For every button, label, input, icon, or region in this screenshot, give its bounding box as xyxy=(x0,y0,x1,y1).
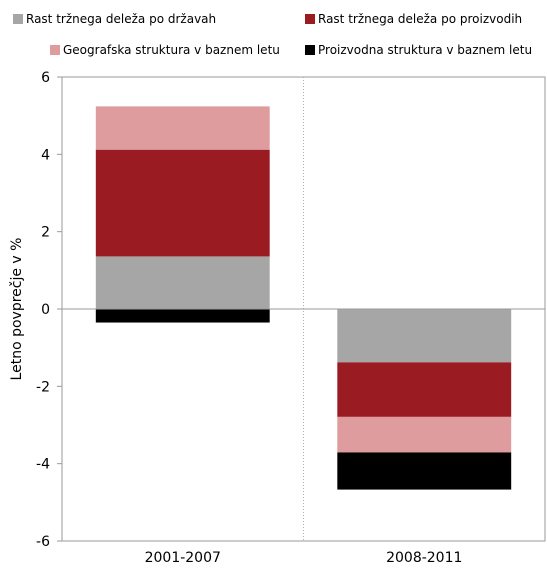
bar-segment-3-2001-2007 xyxy=(95,106,270,150)
bar-segment-4-2001-2007 xyxy=(95,309,270,323)
legend-label-countries: Rast tržnega deleža po državah xyxy=(26,12,217,26)
y-tick-label: 4 xyxy=(41,147,50,163)
bar-segment-1-2008-2011 xyxy=(337,309,512,363)
y-axis-label: Letno povprečje v % xyxy=(9,238,25,381)
legend-item-product-structure: Proizvodna struktura v baznem letu xyxy=(305,43,532,57)
y-tick-label: 0 xyxy=(41,302,50,318)
y-tick-label: 6 xyxy=(41,70,50,86)
legend-swatch-countries xyxy=(13,14,23,24)
y-tick-label: 2 xyxy=(41,225,50,241)
legend-swatch-geographic xyxy=(50,45,60,55)
legend-item-products: Rast tržnega deleža po proizvodih xyxy=(305,12,522,26)
legend-swatch-products xyxy=(305,14,315,24)
legend-label-geographic: Geografska struktura v baznem letu xyxy=(63,43,280,57)
bar-segment-1-2001-2007 xyxy=(95,256,270,309)
legend-label-products: Rast tržnega deleža po proizvodih xyxy=(318,12,523,26)
x-tick-label: 2001-2007 xyxy=(145,550,221,566)
legend-label-product-structure: Proizvodna struktura v baznem letu xyxy=(318,43,533,57)
bar-segment-2-2008-2011 xyxy=(337,362,512,417)
x-tick-label: 2008-2011 xyxy=(386,550,462,566)
bar-segment-3-2008-2011 xyxy=(337,416,512,453)
bar-segment-2-2001-2007 xyxy=(95,149,270,257)
bar-segment-4-2008-2011 xyxy=(337,452,512,490)
chart-legend: Rast tržnega deleža po državah Rast tržn… xyxy=(0,0,547,70)
y-tick-label: -6 xyxy=(36,534,50,550)
legend-item-geographic: Geografska struktura v baznem letu xyxy=(50,43,280,57)
legend-swatch-product-structure xyxy=(305,45,315,55)
y-tick-label: -4 xyxy=(36,457,50,473)
y-tick-label: -2 xyxy=(36,379,50,395)
legend-item-countries: Rast tržnega deleža po državah xyxy=(13,12,216,26)
